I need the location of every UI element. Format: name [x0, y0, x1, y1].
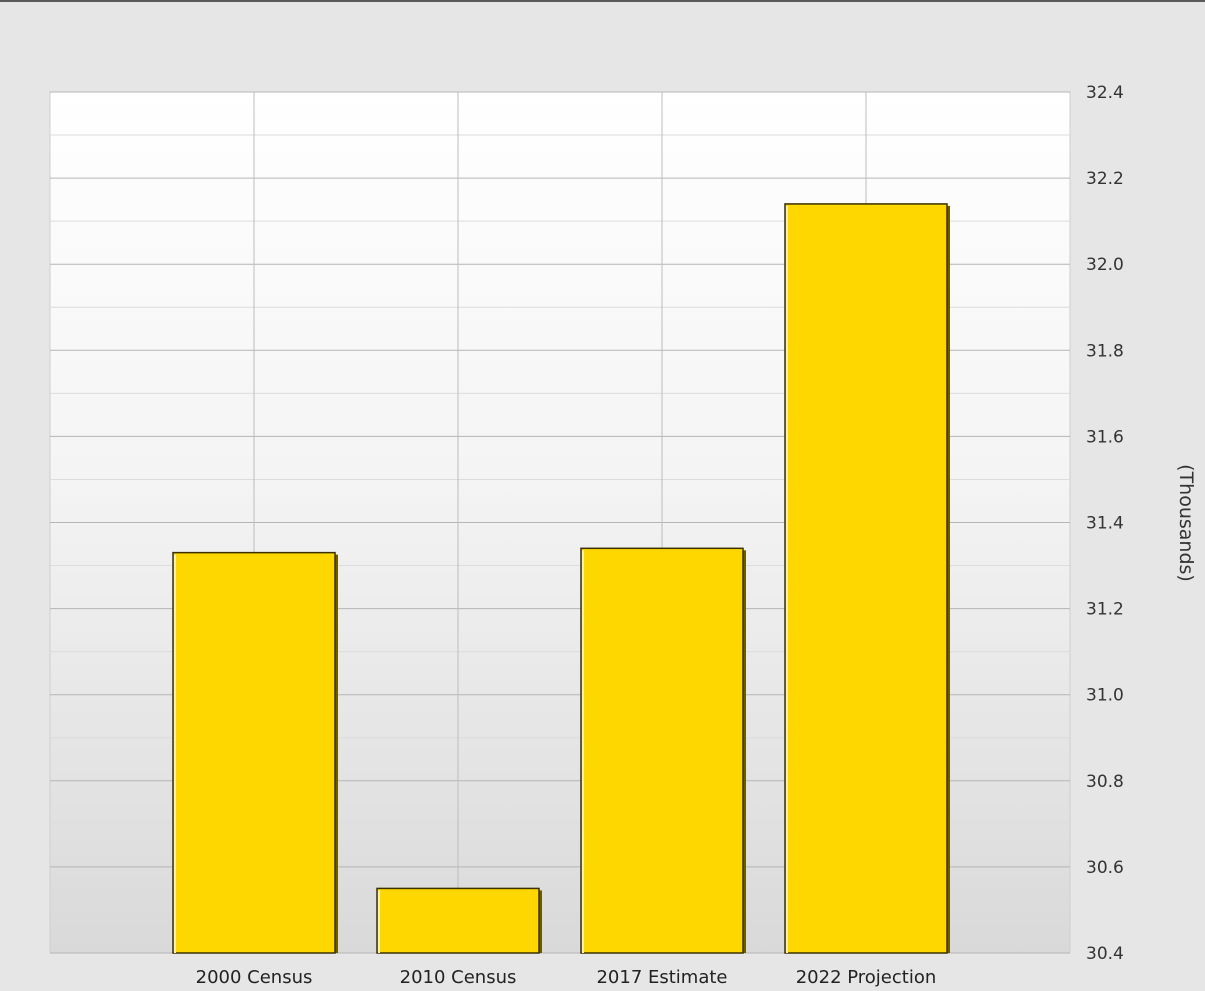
y-axis-ticks: 30.4 30.6 30.8 31.0 31.2 31.4 31.6 31.8 32.0 32.2…: [1086, 83, 1124, 964]
bar-2000-census[interactable]: [172, 551, 338, 954]
bars: [172, 203, 950, 954]
y-tick-label: 31.8: [1086, 341, 1124, 361]
x-axis-categories: 2000 Census 2010 Census 2017 Estimate 2022 …: [196, 967, 937, 988]
y-tick-label: 31.6: [1086, 427, 1124, 447]
y-tick-label: 30.4: [1086, 944, 1124, 964]
y-axis-title: (Thousands): [1175, 464, 1197, 582]
y-tick-label: 32.4: [1086, 83, 1124, 103]
bar: [172, 551, 336, 954]
y-tick-label: 31.2: [1086, 600, 1124, 620]
x-category-label: 2000 Census: [196, 967, 313, 988]
y-tick-label: 32.2: [1086, 169, 1124, 189]
bar-2017-estimate[interactable]: [580, 547, 746, 954]
y-tick-label: 30.8: [1086, 772, 1124, 792]
y-tick-label: 31.4: [1086, 514, 1124, 534]
bar: [784, 203, 948, 954]
x-category-label: 2010 Census: [400, 967, 517, 988]
y-tick-label: 30.6: [1086, 858, 1124, 878]
bar-2022-projection[interactable]: [784, 203, 950, 954]
top-border-line: [0, 0, 1205, 2]
bar: [376, 887, 540, 954]
y-tick-label: 32.0: [1086, 255, 1124, 275]
x-category-label: 2017 Estimate: [596, 967, 727, 988]
bar-2010-census[interactable]: [376, 887, 542, 954]
bar: [580, 547, 744, 954]
x-category-label: 2022 Projection: [796, 967, 937, 988]
y-tick-label: 31.0: [1086, 686, 1124, 706]
